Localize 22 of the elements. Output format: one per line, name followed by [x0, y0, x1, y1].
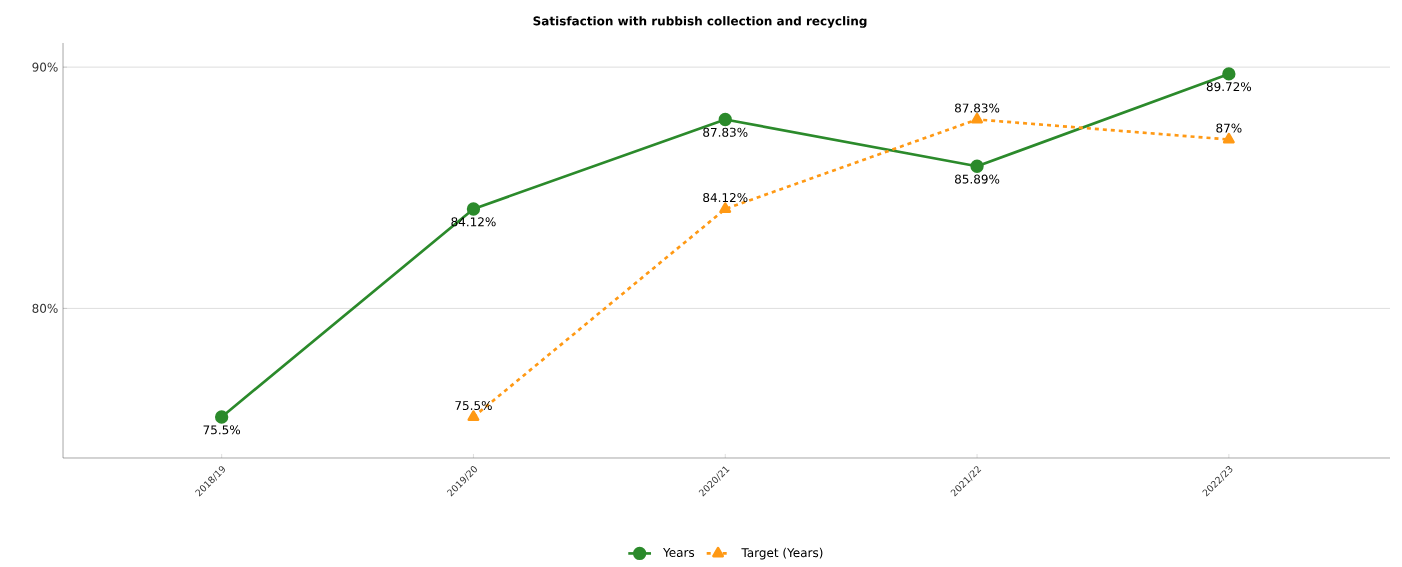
- data-label: 87.83%: [703, 127, 748, 137]
- data-label: 75.5%: [203, 425, 241, 435]
- point: [970, 159, 984, 173]
- chart-title: Satisfaction with rubbish collection and recycling: [533, 16, 867, 28]
- point: [1222, 132, 1235, 144]
- data-label: 84.12%: [703, 192, 748, 203]
- point: [971, 112, 984, 124]
- legend-label: Years: [663, 548, 695, 557]
- point: [719, 202, 732, 213]
- point: [718, 112, 732, 127]
- data-label: 89.72%: [1206, 82, 1252, 92]
- point: [467, 410, 480, 421]
- data-label: 87%: [1216, 123, 1242, 133]
- data-label: 85.89%: [954, 174, 1000, 184]
- point: [466, 202, 481, 216]
- point: [1222, 67, 1236, 81]
- data-label: 75.5%: [455, 400, 492, 411]
- legend-label: Target (Years): [741, 547, 823, 560]
- data-label: 87.83%: [954, 103, 1000, 113]
- point: [214, 410, 229, 424]
- y-tick-label: 80%: [32, 303, 58, 313]
- y-tick-label: 90%: [32, 62, 58, 72]
